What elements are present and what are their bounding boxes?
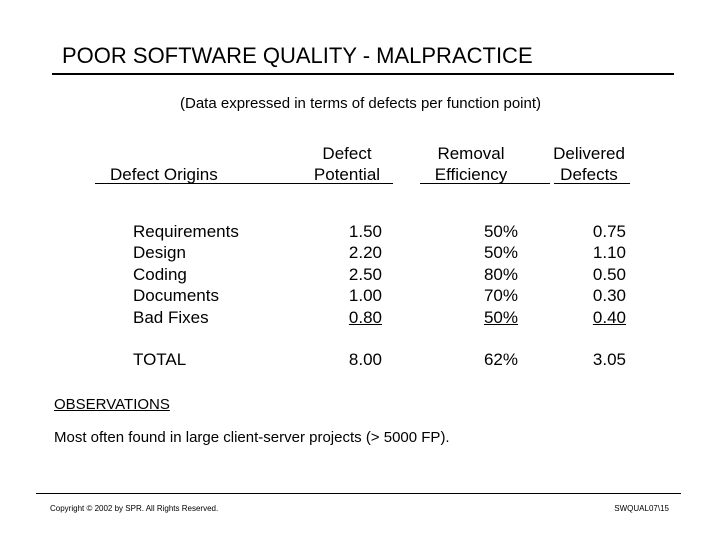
row-delivered: 1.10 (592, 243, 626, 262)
footer-copyright: Copyright © 2002 by SPR. All Rights Rese… (50, 504, 219, 513)
row-removal: 80% (483, 265, 518, 284)
row-origin: Documents (133, 286, 219, 305)
row-potential: 0.80 (322, 308, 382, 328)
footer-slide-id: SWQUAL07\15 (614, 504, 669, 513)
header-delivered-defects: Delivered Defects (546, 143, 632, 185)
row-potential: 1.00 (348, 286, 382, 305)
row-delivered: 0.30 (592, 286, 626, 305)
total-delivered: 3.05 (592, 350, 626, 369)
total-removal: 62% (483, 350, 518, 369)
header-rule-left (95, 183, 393, 184)
header-defect-origins: Defect Origins (110, 165, 218, 184)
row-delivered: 0.75 (592, 222, 626, 241)
row-removal: 50% (483, 243, 518, 262)
header-rule-right (554, 183, 630, 184)
header-removal-efficiency-line1: Removal (437, 144, 505, 163)
row-origin: Bad Fixes (133, 308, 209, 327)
row-potential: 1.50 (348, 222, 382, 241)
row-origin: Requirements (133, 222, 239, 241)
total-label: TOTAL (133, 350, 187, 369)
row-removal: 50% (483, 222, 518, 241)
header-delivered-defects-line2: Defects (560, 165, 618, 184)
row-origin: Design (133, 243, 186, 262)
header-defect-potential: Defect Potential (309, 143, 385, 185)
observation-text: Most often found in large client-server … (54, 429, 450, 446)
row-delivered: 0.50 (592, 265, 626, 284)
row-delivered-value: 0.40 (592, 308, 626, 327)
page-title: POOR SOFTWARE QUALITY - MALPRACTICE (62, 43, 533, 68)
row-removal: 70% (483, 286, 518, 305)
row-potential-value: 0.80 (348, 308, 382, 327)
header-removal-efficiency-line2: Efficiency (434, 165, 508, 184)
observations-heading: OBSERVATIONS (54, 396, 170, 413)
row-delivered: 0.40 (566, 308, 626, 328)
row-potential: 2.20 (348, 243, 382, 262)
total-potential: 8.00 (348, 350, 382, 369)
header-removal-efficiency: Removal Efficiency (427, 143, 515, 185)
row-removal: 50% (450, 308, 518, 328)
row-origin: Coding (133, 265, 187, 284)
page-subtitle: (Data expressed in terms of defects per … (180, 95, 542, 112)
header-rule-middle (420, 183, 550, 184)
header-delivered-defects-line1: Delivered (553, 144, 625, 163)
title-divider (52, 73, 674, 75)
row-removal-value: 50% (483, 308, 518, 327)
row-potential: 2.50 (348, 265, 382, 284)
footer-divider (36, 493, 681, 494)
header-defect-potential-line1: Defect (322, 144, 372, 163)
header-defect-potential-line2: Potential (313, 165, 381, 184)
